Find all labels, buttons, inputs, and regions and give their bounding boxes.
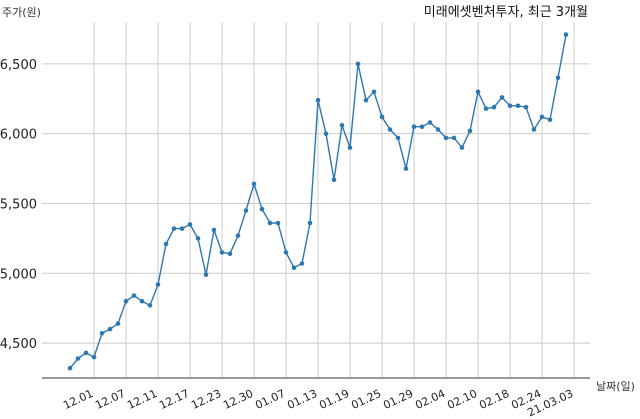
data-point (243, 208, 249, 213)
data-point (515, 103, 521, 109)
data-point (427, 120, 433, 125)
data-point (115, 321, 121, 326)
data-point (219, 250, 225, 255)
data-point (419, 124, 425, 129)
data-point (467, 128, 473, 134)
data-points (67, 32, 569, 371)
data-point (555, 75, 561, 81)
data-point (435, 127, 441, 132)
data-point (315, 97, 321, 103)
chart-title: 미래에셋벤처투자, 최근 3개월 (424, 5, 588, 20)
grid (42, 22, 590, 378)
data-point (75, 356, 81, 361)
y-tick-label: 4,500 (0, 337, 37, 352)
data-point (251, 181, 257, 187)
x-tick-label: 01.19 (317, 387, 351, 412)
data-point (539, 114, 545, 120)
data-point (227, 251, 233, 256)
data-point (379, 114, 385, 120)
data-point (339, 123, 345, 128)
data-point (267, 220, 273, 226)
data-point (395, 135, 401, 141)
data-point (67, 365, 73, 371)
data-point (147, 303, 153, 308)
data-point (171, 226, 177, 231)
data-point (275, 220, 281, 226)
data-point (91, 354, 97, 360)
y-tick-label: 6,500 (0, 58, 37, 73)
data-point (123, 298, 129, 304)
data-point (163, 241, 169, 247)
data-point (363, 97, 369, 103)
data-point (139, 298, 145, 304)
x-tick-label: 12.17 (157, 387, 191, 412)
y-tick-label: 6,000 (0, 128, 37, 143)
data-point (475, 89, 481, 95)
data-point (347, 145, 353, 150)
x-tick-label: 01.29 (381, 387, 415, 412)
y-tick-label: 5,500 (0, 197, 37, 212)
y-tick-labels: 4,500 5,000 5,500 6,000 6,500 (0, 58, 37, 352)
data-point (451, 135, 457, 141)
x-tick-label: 01.07 (253, 387, 287, 412)
data-point (483, 106, 489, 111)
data-point (83, 350, 89, 356)
y-axis-label: 주가(원) (2, 6, 41, 19)
data-point (155, 282, 161, 287)
data-point (331, 177, 337, 183)
data-point (355, 61, 361, 67)
data-point (283, 250, 289, 255)
data-point (403, 166, 409, 171)
x-tick-label: 12.01 (61, 387, 95, 412)
data-point (499, 95, 505, 100)
data-point (411, 124, 417, 129)
x-tick-label: 12.30 (221, 387, 255, 412)
data-point (299, 261, 305, 266)
data-point (211, 227, 217, 233)
x-tick-label: 12.11 (125, 387, 159, 412)
data-point (323, 131, 329, 136)
data-point (259, 206, 265, 212)
data-point (563, 32, 569, 37)
x-tick-label: 02.04 (413, 387, 447, 412)
data-point (195, 236, 201, 241)
data-point (371, 89, 377, 95)
x-tick-label: 02.10 (445, 387, 479, 412)
data-point (107, 326, 113, 332)
x-tick-label: 12.23 (189, 387, 223, 412)
data-point (507, 103, 513, 109)
y-tick-label: 5,000 (0, 267, 37, 282)
data-point (291, 265, 297, 271)
x-tick-labels: 12.0112.0712.1112.1712.2312.3001.0701.13… (61, 387, 575, 419)
data-point (99, 331, 105, 336)
x-tick-label: 02.18 (477, 387, 511, 412)
data-point (387, 127, 393, 132)
data-point (459, 145, 465, 150)
data-point (443, 135, 449, 141)
data-point (523, 104, 529, 110)
data-point (179, 226, 185, 231)
data-point (307, 220, 313, 226)
data-point (547, 117, 553, 122)
data-point (131, 293, 137, 298)
x-tick-label: 01.25 (349, 387, 383, 412)
data-point (491, 104, 497, 110)
x-tick-label: 12.07 (93, 387, 127, 412)
data-point (203, 272, 209, 278)
data-point (187, 222, 193, 227)
x-axis-label: 날짜(일) (596, 379, 635, 393)
data-point (235, 233, 241, 238)
x-tick-label: 01.13 (285, 387, 319, 412)
data-point (531, 127, 537, 132)
